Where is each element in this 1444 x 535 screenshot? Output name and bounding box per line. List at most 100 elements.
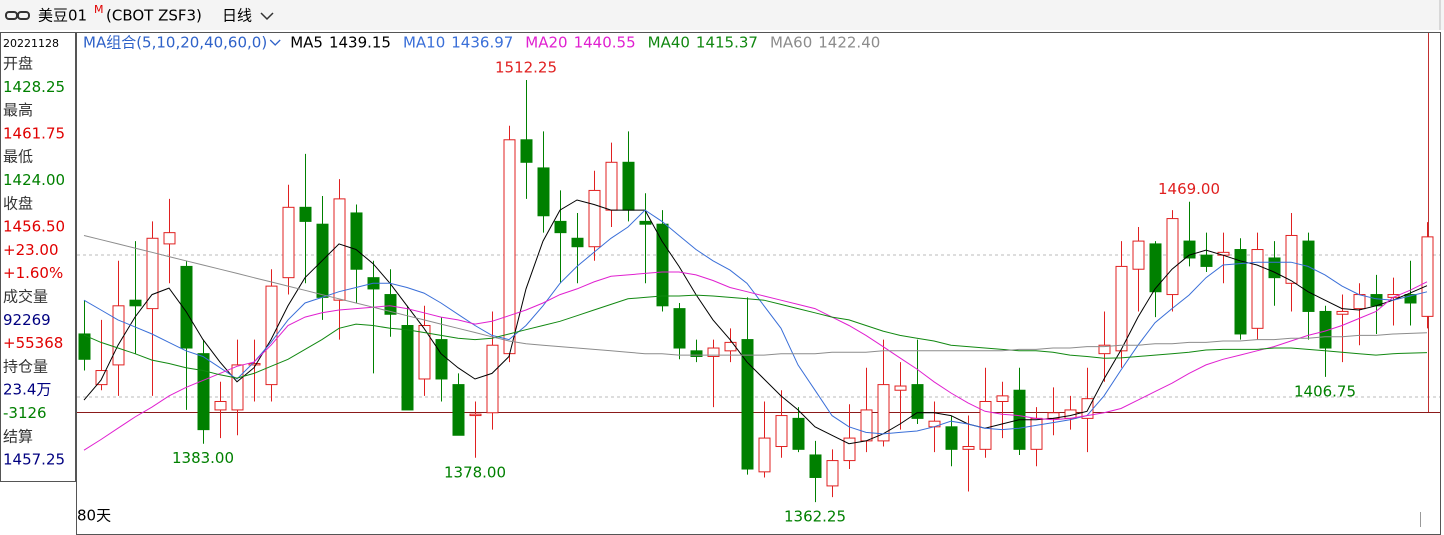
period[interactable]: 日线 <box>222 7 252 25</box>
candle-body <box>1132 240 1145 270</box>
candle-body <box>197 353 210 431</box>
candle-body <box>741 339 754 470</box>
candle-body <box>282 206 295 279</box>
candle-body <box>707 347 720 357</box>
candle-body <box>1166 218 1179 296</box>
candle-body <box>1353 294 1366 310</box>
info-line: 1457.25 <box>3 451 65 469</box>
candle-body <box>265 285 278 386</box>
candle-body <box>979 400 992 450</box>
high-label: 1469.00 <box>1158 180 1220 198</box>
candle-body <box>520 139 533 163</box>
candle-body <box>1251 249 1264 329</box>
legend-name: MA60 <box>770 34 812 52</box>
candle-body <box>146 237 159 310</box>
link-icon[interactable] <box>5 11 30 20</box>
legend-title[interactable]: MA组合(5,10,20,40,60,0) <box>83 34 267 52</box>
candle-body <box>469 413 482 417</box>
candle-body <box>384 294 397 315</box>
legend-name: MA40 <box>648 34 690 52</box>
info-line: 收盘 <box>3 194 33 212</box>
candle-body <box>690 350 703 357</box>
candle-body <box>1183 240 1196 259</box>
candle-body <box>656 223 669 307</box>
candle-body <box>1115 265 1128 352</box>
candle-body <box>724 341 737 352</box>
info-line: +1.60% <box>3 264 63 282</box>
info-line: +23.00 <box>3 241 59 259</box>
candle-body <box>1149 243 1162 293</box>
symbol-mark: M <box>94 3 104 16</box>
candle-body <box>1336 310 1349 315</box>
period-dropdown[interactable] <box>260 12 274 21</box>
candle-body <box>826 460 839 487</box>
candle-body <box>928 420 941 428</box>
candle-body <box>860 409 873 442</box>
info-panel <box>0 32 76 482</box>
legend-dropdown <box>269 39 281 46</box>
contract: (CBOT ZSF3) <box>106 7 202 25</box>
info-line: 开盘 <box>3 55 33 73</box>
candle-body <box>554 220 567 234</box>
legend-value: 1415.37 <box>696 34 758 52</box>
high-label: 1512.25 <box>495 58 557 76</box>
candle-body <box>809 454 822 478</box>
candle-body <box>1302 240 1315 312</box>
candle-body <box>673 308 686 349</box>
candle-body <box>605 161 618 211</box>
candle-body <box>248 363 261 366</box>
candle-body <box>1030 417 1043 450</box>
candle-body <box>129 299 142 307</box>
legend-value: 1440.55 <box>574 34 636 52</box>
candle-body <box>1404 294 1417 304</box>
candle-body <box>996 395 1009 402</box>
candle-body <box>95 370 108 386</box>
ma-line <box>83 271 1428 451</box>
info-line: 92269 <box>3 311 51 329</box>
candle-body <box>1200 254 1213 267</box>
candle-body <box>333 198 346 301</box>
candle-body <box>537 167 550 217</box>
candle-body <box>163 232 176 245</box>
info-date: 20221128 <box>3 37 59 50</box>
candle-body <box>877 384 890 442</box>
legend-name: MA5 <box>290 34 323 52</box>
ma-line <box>83 209 1428 435</box>
candle-body <box>945 426 958 450</box>
info-line: +55368 <box>3 334 63 352</box>
candle-body <box>571 237 584 248</box>
info-line: 结算 <box>3 427 33 445</box>
info-line: 23.4万 <box>3 381 51 399</box>
toolbar <box>0 0 1444 30</box>
low-label: 1362.25 <box>784 508 846 526</box>
span-label: 80天 <box>77 507 111 525</box>
low-label: 1378.00 <box>444 463 506 481</box>
candle-body <box>622 161 635 211</box>
candle-body <box>1268 257 1281 279</box>
candle-body <box>180 265 193 349</box>
candle-body <box>775 415 788 448</box>
plot: 1512.25 1469.00 1383.00 1378.00 1362.25 1406.… <box>78 58 1434 526</box>
candle-body <box>112 305 125 366</box>
candle-body <box>401 325 414 411</box>
low-label: 1406.75 <box>1294 382 1356 400</box>
legend-value: 1436.97 <box>451 34 513 52</box>
ma-line <box>83 294 1428 379</box>
candle-body <box>486 344 499 414</box>
legend-name: MA10 <box>403 34 445 52</box>
info-line: 最高 <box>3 101 33 119</box>
legend-name: MA20 <box>525 34 567 52</box>
candle-body <box>1098 344 1111 355</box>
ma-line <box>83 235 1428 356</box>
candle-body <box>78 333 91 360</box>
symbol[interactable]: 美豆01 <box>38 7 87 25</box>
candle-body <box>911 384 924 419</box>
candle-body <box>758 437 771 473</box>
legend-value: 1439.15 <box>329 34 391 52</box>
candle-body <box>435 339 448 380</box>
legend-value: 1422.40 <box>818 34 880 52</box>
info-line: -3126 <box>3 404 47 422</box>
candle-body <box>962 446 975 450</box>
